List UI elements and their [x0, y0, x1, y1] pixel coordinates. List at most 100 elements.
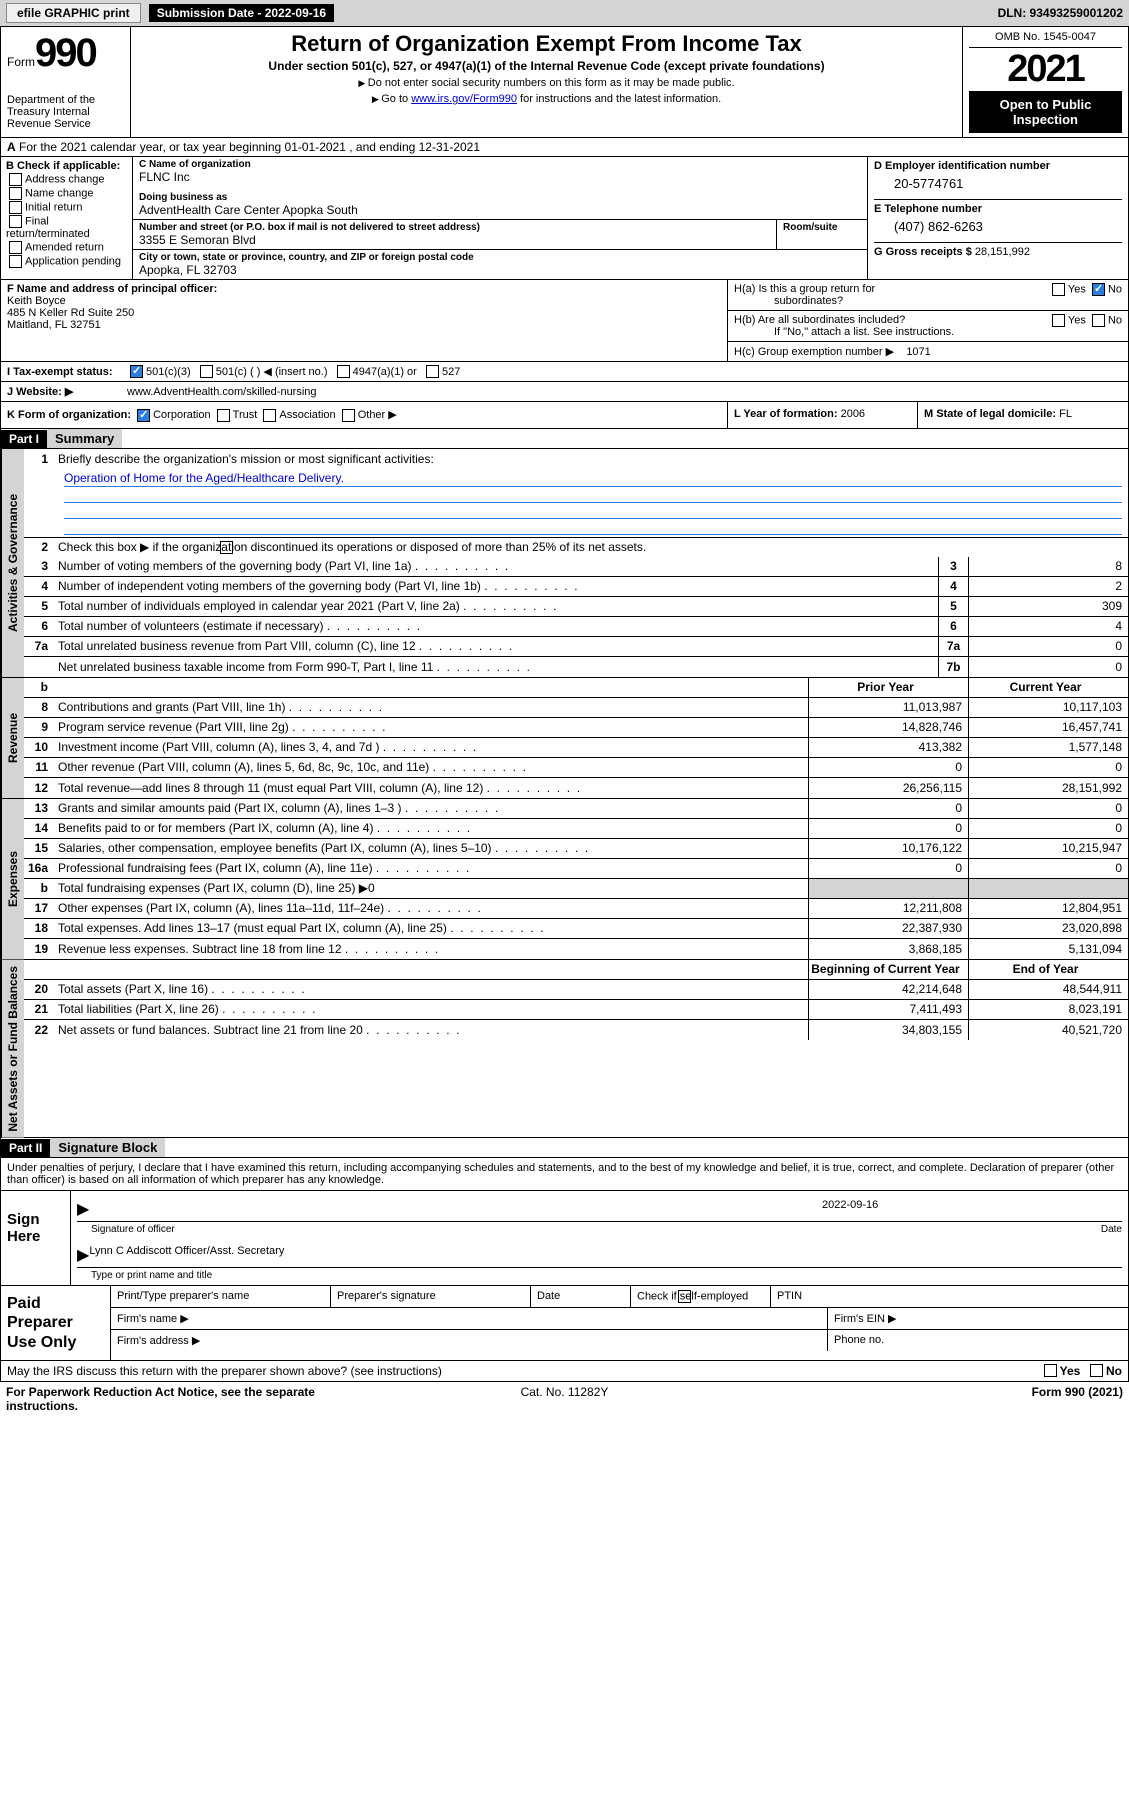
dept-treasury: Department of the Treasury Internal Reve…	[7, 94, 124, 130]
summary-line: 16aProfessional fundraising fees (Part I…	[24, 859, 1128, 879]
part1-header: Part ISummary	[0, 429, 1129, 449]
summary-line: 21Total liabilities (Part X, line 26)7,4…	[24, 1000, 1128, 1020]
form-subtitle: Under section 501(c), 527, or 4947(a)(1)…	[137, 59, 956, 73]
gross-label: G Gross receipts $	[874, 246, 972, 258]
website-value: www.AdventHealth.com/skilled-nursing	[127, 386, 317, 398]
summary-line: 18Total expenses. Add lines 13–17 (must …	[24, 919, 1128, 939]
website-row: J Website: ▶ www.AdventHealth.com/skille…	[0, 382, 1129, 402]
line2-checkbox[interactable]	[220, 541, 233, 554]
klm-row: K Form of organization: Corporation Trus…	[0, 402, 1129, 429]
summary-line: 4Number of independent voting members of…	[24, 577, 1128, 597]
exp-tab: Expenses	[1, 799, 24, 959]
org-name-label: C Name of organization	[139, 159, 861, 170]
footer-center: Cat. No. 11282Y	[378, 1385, 750, 1413]
summary-line: 8Contributions and grants (Part VIII, li…	[24, 698, 1128, 718]
irs-link[interactable]: www.irs.gov/Form990	[411, 93, 517, 105]
summary-line: 22Net assets or fund balances. Subtract …	[24, 1020, 1128, 1040]
self-employed-checkbox[interactable]	[678, 1290, 691, 1303]
street-label: Number and street (or P.O. box if mail i…	[139, 222, 770, 233]
hb-yes-checkbox[interactable]	[1052, 314, 1065, 327]
officer-addr1: 485 N Keller Rd Suite 250	[7, 307, 134, 319]
summary-line: bTotal fundraising expenses (Part IX, co…	[24, 879, 1128, 899]
footer-right: Form 990 (2021)	[751, 1385, 1123, 1413]
ha-row: H(a) Is this a group return for Yes No s…	[728, 280, 1128, 311]
state-domicile: FL	[1059, 408, 1072, 420]
sig-intro: Under penalties of perjury, I declare th…	[0, 1158, 1129, 1191]
name-change-checkbox[interactable]	[9, 187, 22, 200]
header-left: Form 990 Department of the Treasury Inte…	[1, 27, 131, 137]
ha-no-checkbox[interactable]	[1092, 283, 1105, 296]
trust-checkbox[interactable]	[217, 409, 230, 422]
dba-name: AdventHealth Care Center Apopka South	[139, 203, 861, 217]
section-fh: F Name and address of principal officer:…	[0, 280, 1129, 362]
gross-value: 28,151,992	[975, 246, 1030, 258]
4947-checkbox[interactable]	[337, 365, 350, 378]
phone-label: E Telephone number	[874, 203, 1122, 215]
section-bcd: B Check if applicable: Address change Na…	[0, 157, 1129, 280]
net-section: Net Assets or Fund Balances Beginning of…	[0, 960, 1129, 1139]
corporation-checkbox[interactable]	[137, 409, 150, 422]
form-prefix: Form	[7, 55, 35, 69]
rev-section: Revenue bPrior YearCurrent Year8Contribu…	[0, 678, 1129, 799]
501c3-checkbox[interactable]	[130, 365, 143, 378]
501c-checkbox[interactable]	[200, 365, 213, 378]
association-checkbox[interactable]	[263, 409, 276, 422]
summary-line: 5Total number of individuals employed in…	[24, 597, 1128, 617]
submission-date: Submission Date - 2022-09-16	[149, 4, 334, 22]
net-tab: Net Assets or Fund Balances	[1, 960, 24, 1138]
part2-header: Part IISignature Block	[0, 1138, 1129, 1158]
column-header-row: bPrior YearCurrent Year	[24, 678, 1128, 698]
dba-label: Doing business as	[139, 192, 861, 203]
col-b-checkboxes: B Check if applicable: Address change Na…	[1, 157, 133, 279]
summary-line: 12Total revenue—add lines 8 through 11 (…	[24, 778, 1128, 798]
summary-line: 6Total number of volunteers (estimate if…	[24, 617, 1128, 637]
initial-return-checkbox[interactable]	[9, 201, 22, 214]
officer-label: F Name and address of principal officer:	[7, 283, 217, 295]
footer-left: For Paperwork Reduction Act Notice, see …	[6, 1385, 378, 1413]
efile-print-button[interactable]: efile GRAPHIC print	[6, 3, 141, 23]
other-checkbox[interactable]	[342, 409, 355, 422]
summary-line: 20Total assets (Part X, line 16)42,214,6…	[24, 980, 1128, 1000]
discuss-no-checkbox[interactable]	[1090, 1364, 1103, 1377]
527-checkbox[interactable]	[426, 365, 439, 378]
tax-year: 2021	[969, 48, 1122, 91]
street-value: 3355 E Semoran Blvd	[139, 233, 770, 247]
row-a: A For the 2021 calendar year, or tax yea…	[0, 138, 1129, 157]
ein-label: D Employer identification number	[874, 160, 1122, 172]
officer-name: Keith Boyce	[7, 295, 66, 307]
summary-line: 13Grants and similar amounts paid (Part …	[24, 799, 1128, 819]
ha-yes-checkbox[interactable]	[1052, 283, 1065, 296]
hc-row: H(c) Group exemption number ▶ 1071	[728, 342, 1128, 361]
page-footer: For Paperwork Reduction Act Notice, see …	[0, 1382, 1129, 1416]
amended-return-checkbox[interactable]	[9, 241, 22, 254]
hc-value: 1071	[906, 346, 930, 358]
dln: DLN: 93493259001202	[998, 6, 1123, 20]
summary-line: 7aTotal unrelated business revenue from …	[24, 637, 1128, 657]
address-change-checkbox[interactable]	[9, 173, 22, 186]
summary-line: 9Program service revenue (Part VIII, lin…	[24, 718, 1128, 738]
col-b-header: B Check if applicable:	[6, 160, 127, 172]
sign-here-block: Sign Here ▶ 2022-09-16 Signature of offi…	[0, 1191, 1129, 1286]
paid-preparer-label: Paid Preparer Use Only	[1, 1286, 111, 1360]
tax-status-row: I Tax-exempt status: 501(c)(3) 501(c) ( …	[0, 362, 1129, 382]
col-d-ein: D Employer identification number 20-5774…	[868, 157, 1128, 279]
hb-row: H(b) Are all subordinates included? Yes …	[728, 311, 1128, 342]
summary-line: Net unrelated business taxable income fr…	[24, 657, 1128, 677]
hb-no-checkbox[interactable]	[1092, 314, 1105, 327]
summary-line: 17Other expenses (Part IX, column (A), l…	[24, 899, 1128, 919]
application-pending-checkbox[interactable]	[9, 255, 22, 268]
summary-line: 10Investment income (Part VIII, column (…	[24, 738, 1128, 758]
paid-preparer-block: Paid Preparer Use Only Print/Type prepar…	[0, 1286, 1129, 1361]
column-header-row: Beginning of Current YearEnd of Year	[24, 960, 1128, 980]
city-label: City or town, state or province, country…	[139, 252, 861, 263]
summary-line: 14Benefits paid to or for members (Part …	[24, 819, 1128, 839]
form-number: 990	[35, 31, 96, 76]
rev-tab: Revenue	[1, 678, 24, 798]
omb-number: OMB No. 1545-0047	[969, 31, 1122, 48]
final-return-checkbox[interactable]	[9, 215, 22, 228]
header-right: OMB No. 1545-0047 2021 Open to Public In…	[963, 27, 1128, 137]
discuss-yes-checkbox[interactable]	[1044, 1364, 1057, 1377]
gov-tab: Activities & Governance	[1, 449, 24, 677]
sign-here-label: Sign Here	[1, 1191, 71, 1285]
col-c-org-info: C Name of organization FLNC Inc Doing bu…	[133, 157, 868, 279]
